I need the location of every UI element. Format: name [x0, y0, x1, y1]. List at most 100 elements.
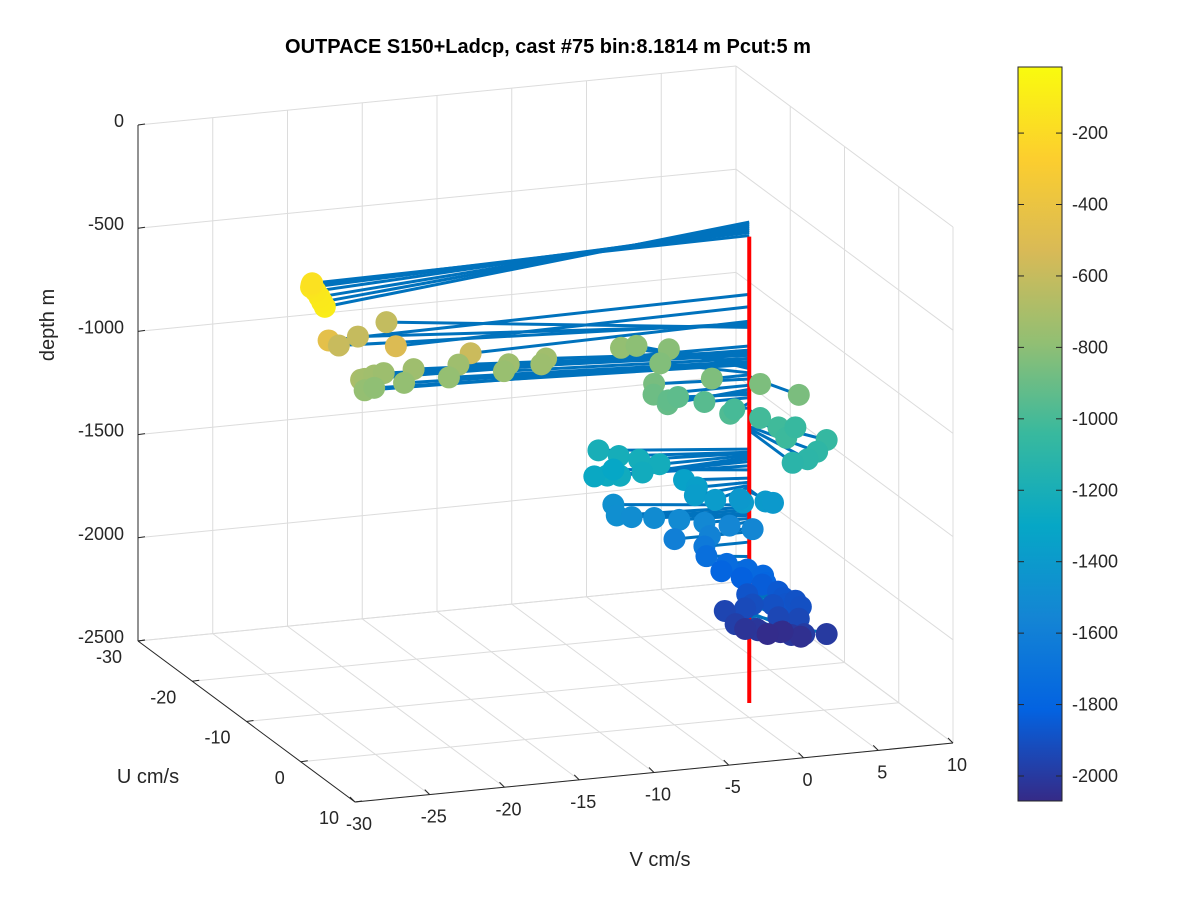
grid-line-side-z	[735, 65, 954, 228]
colorbar-tick-label: -1800	[1072, 695, 1118, 715]
data-point	[683, 484, 706, 507]
grid-line-back-z	[137, 65, 737, 126]
x-tick-mark	[798, 752, 804, 759]
y-tick-label: -10	[204, 728, 230, 748]
data-point	[781, 451, 804, 474]
data-point	[530, 353, 553, 376]
colorbar-tick-label: -1600	[1072, 623, 1118, 643]
data-point	[723, 398, 746, 421]
data-point	[749, 372, 772, 395]
z-tick-label: -1500	[78, 421, 124, 441]
data-point	[749, 407, 772, 430]
x-tick-label: -20	[495, 799, 521, 819]
data-point	[728, 488, 751, 511]
y-tick-label: -20	[150, 687, 176, 707]
x-tick-mark	[424, 789, 431, 795]
data-point	[815, 623, 838, 646]
grid-line-side-z	[735, 271, 954, 434]
grid-line-side-z	[735, 168, 954, 331]
data-point	[648, 453, 671, 476]
x-tick-label: 10	[947, 755, 967, 775]
data-point	[784, 416, 807, 439]
data-point	[301, 272, 324, 295]
x-tick-label: -30	[346, 814, 372, 834]
data-point	[700, 367, 723, 390]
y-tick-mark	[192, 679, 200, 682]
x-tick-mark	[573, 774, 580, 781]
x-tick-mark	[947, 737, 954, 744]
data-point	[327, 334, 350, 357]
colorbar-gradient	[1017, 66, 1063, 802]
grid-line-back-z	[137, 168, 737, 229]
x-tick-label: -10	[645, 785, 671, 805]
data-point	[718, 514, 741, 537]
y-tick-label: 10	[319, 808, 339, 828]
data-point	[667, 385, 690, 408]
x-tick-label: -15	[570, 792, 596, 812]
data-point	[649, 352, 672, 375]
z-tick-mark	[137, 123, 146, 126]
y-tick-mark	[246, 720, 254, 722]
data-point	[789, 625, 812, 648]
data-point	[346, 325, 369, 348]
x-tick-label: -5	[725, 777, 741, 797]
grid-line-back-z	[137, 271, 737, 332]
data-point	[620, 506, 643, 529]
stem-line	[374, 363, 750, 390]
data-points	[300, 272, 838, 648]
x-tick-mark	[872, 745, 879, 751]
data-point	[710, 560, 733, 583]
z-tick-mark	[137, 433, 146, 436]
data-point	[704, 488, 727, 511]
data-point	[643, 506, 666, 529]
data-point	[693, 391, 716, 414]
grid-line-floor-u	[300, 702, 899, 763]
data-point	[787, 383, 810, 406]
data-point	[583, 465, 606, 488]
data-point	[734, 597, 757, 620]
tick-labels: -30 -25 -20 -15 -10 -5 0 5 10 -30 -20 -10 0 10 0 -500 -1…	[78, 111, 967, 834]
data-point	[741, 518, 764, 541]
colorbar-tick-label: -1200	[1072, 480, 1118, 500]
grid-line-floor-u	[246, 662, 845, 722]
x-tick-label: -25	[421, 807, 447, 827]
data-point	[602, 458, 625, 481]
x-axis-label: V cm/s	[629, 849, 690, 871]
y-tick-mark	[354, 800, 363, 803]
stem-line	[659, 453, 750, 466]
stem-line	[679, 513, 750, 522]
x-tick-label: 0	[802, 770, 812, 790]
grid-line-back-z	[137, 375, 737, 436]
stem-line	[311, 234, 750, 285]
x-tick-mark	[499, 781, 505, 788]
data-point	[375, 311, 398, 334]
colorbar-tick-label: -400	[1072, 195, 1108, 215]
data-point	[587, 439, 610, 462]
grid-line-floor-u	[192, 621, 791, 682]
data-point	[756, 622, 779, 645]
stem-line	[386, 320, 750, 329]
z-tick-label: -1000	[78, 317, 124, 337]
axes	[137, 123, 954, 803]
z-tick-mark	[137, 639, 146, 642]
data-point	[668, 508, 691, 531]
z-tick-label: 0	[114, 111, 124, 131]
x-tick-mark	[349, 796, 356, 803]
y-axis-label: U cm/s	[117, 766, 179, 788]
grid-line-back-z	[137, 581, 737, 642]
data-point	[734, 617, 757, 640]
colorbar-tick-label: -800	[1072, 337, 1108, 357]
x-tick-mark	[648, 767, 655, 773]
data-point	[762, 491, 784, 514]
stem-line	[660, 361, 750, 375]
colorbar-tick-label: -1000	[1072, 409, 1118, 429]
grid-line-back-z	[137, 478, 737, 539]
stem-line	[668, 347, 750, 371]
x-tick-mark	[723, 759, 730, 766]
z-tick-label: -2500	[78, 627, 124, 647]
grid-line-side-z	[735, 375, 954, 538]
stem-line	[328, 292, 750, 342]
data-point	[631, 461, 654, 484]
data-point	[625, 334, 648, 357]
